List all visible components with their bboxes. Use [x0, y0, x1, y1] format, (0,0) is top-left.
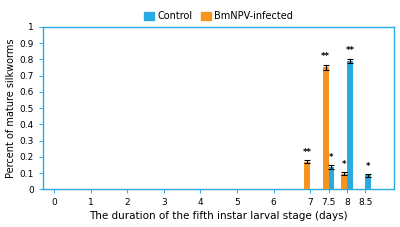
Text: **: **	[303, 148, 312, 157]
Legend: Control, BmNPV-infected: Control, BmNPV-infected	[140, 7, 297, 25]
Text: *: *	[342, 160, 346, 169]
Text: **: **	[345, 46, 354, 55]
Bar	[323, 67, 328, 189]
Bar	[328, 167, 334, 189]
X-axis label: The duration of the fifth instar larval stage (days): The duration of the fifth instar larval …	[90, 211, 348, 222]
Bar	[347, 61, 353, 189]
Bar	[304, 162, 310, 189]
Bar	[341, 174, 347, 189]
Text: *: *	[366, 162, 370, 170]
Text: *: *	[329, 153, 334, 162]
Text: **: **	[321, 52, 330, 61]
Bar	[365, 175, 371, 189]
Y-axis label: Percent of mature silkworms: Percent of mature silkworms	[6, 38, 16, 178]
